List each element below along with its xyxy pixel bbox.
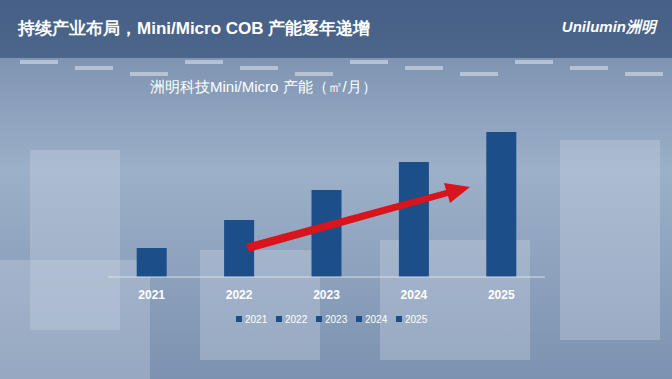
x-tick-label: 2022 — [226, 288, 253, 302]
legend-swatch — [396, 316, 402, 322]
header-band — [0, 0, 672, 58]
chart-title: 洲明科技Mini/Micro 产能（㎡/月） — [150, 78, 377, 95]
legend-swatch — [356, 316, 362, 322]
chart-root: 持续产业布局，Mini/Micro COB 产能逐年递增 Unilumin洲明洲明… — [0, 0, 672, 379]
x-tick-label: 2021 — [138, 288, 165, 302]
legend-label: 2021 — [245, 314, 268, 325]
x-tick-label: 2024 — [401, 288, 428, 302]
ceiling-light — [570, 66, 608, 70]
legend-label: 2025 — [405, 314, 428, 325]
ceiling-light — [405, 66, 443, 70]
bar — [137, 248, 167, 277]
ceiling-light — [185, 60, 223, 64]
legend-swatch — [236, 316, 242, 322]
ceiling-light — [240, 66, 278, 70]
background-shape — [560, 140, 660, 340]
x-axis-line — [108, 277, 545, 278]
ceiling-light — [20, 60, 58, 64]
bar — [312, 190, 342, 277]
trend-arrow — [246, 183, 470, 252]
background-shape — [0, 260, 150, 379]
x-tick-label: 2023 — [313, 288, 340, 302]
legend-swatch — [316, 316, 322, 322]
bar — [486, 132, 516, 277]
header-title: 持续产业布局，Mini/Micro COB 产能逐年递增 — [17, 19, 370, 38]
ceiling-light — [130, 72, 168, 76]
ceiling-light — [295, 72, 333, 76]
ceiling-light — [460, 72, 498, 76]
ceiling-light — [625, 72, 663, 76]
logo: Unilumin洲明 — [562, 18, 658, 35]
bar — [399, 162, 429, 277]
legend-label: 2024 — [365, 314, 388, 325]
legend-swatch — [276, 316, 282, 322]
x-tick-label: 2025 — [488, 288, 515, 302]
ceiling-light — [75, 66, 113, 70]
background — [0, 0, 672, 379]
ceiling-light — [515, 60, 553, 64]
legend-label: 2022 — [285, 314, 308, 325]
legend-label: 2023 — [325, 314, 348, 325]
background-shape — [200, 250, 320, 360]
ceiling-light — [350, 60, 388, 64]
